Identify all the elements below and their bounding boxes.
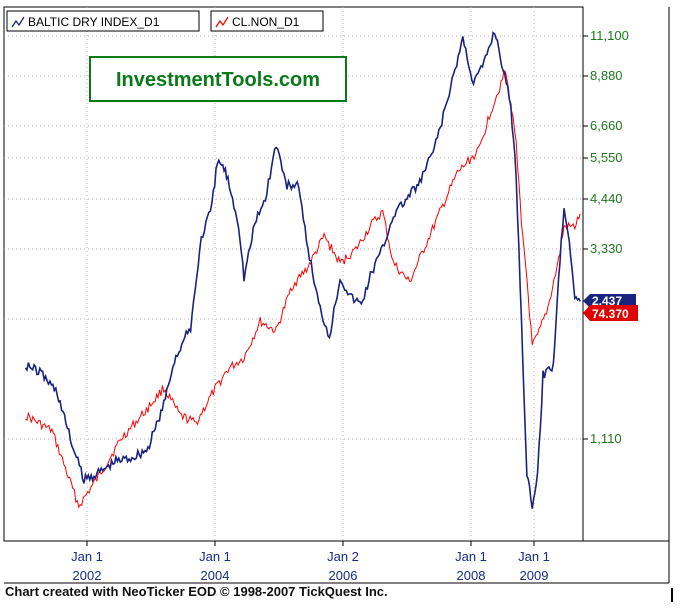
legend-label-oil: CL.NON_D1 — [232, 15, 300, 29]
y-tick-4440: 4,440 — [590, 191, 623, 206]
y-tick-1110: 1,110 — [590, 431, 622, 446]
x-tick-2004-line2: 2004 — [201, 568, 230, 583]
legend: BALTIC DRY INDEX_D1 CL.NON_D1 — [6, 10, 324, 32]
legend-swatch-oil — [215, 16, 229, 28]
x-tick-2006-line2: 2006 — [329, 568, 358, 583]
x-tick-2009-line1: Jan 1 — [518, 549, 550, 564]
watermark-text: InvestmentTools.com — [116, 69, 320, 91]
watermark-box — [89, 56, 347, 102]
legend-label-bdi: BALTIC DRY INDEX_D1 — [28, 15, 160, 29]
y-tick-8880: 8,880 — [590, 68, 623, 83]
x-tick-2008-line2: 2008 — [457, 568, 486, 583]
x-tick-2006-line1: Jan 2 — [327, 549, 359, 564]
watermark: InvestmentTools.com — [89, 56, 347, 102]
last-value-flag-oil — [583, 305, 638, 321]
x-tick-2009-line2: 2009 — [520, 568, 549, 583]
series-line-baltic-dry-index — [24, 31, 581, 509]
x-tick-2008-line1: Jan 1 — [455, 549, 487, 564]
x-tick-2004-line1: Jan 1 — [199, 549, 231, 564]
legend-swatch-bdi — [11, 16, 25, 28]
last-value-oil: 74.370 — [592, 307, 629, 321]
x-axis-ticks: Jan 1 2002 Jan 1 2004 Jan 2 2006 Jan 1 2… — [71, 549, 550, 583]
x-tick-2002-line2: 2002 — [73, 568, 102, 583]
footer-credit: Chart created with NeoTicker EOD © 1998-… — [5, 584, 388, 599]
y-tick-3330: 3,330 — [590, 241, 623, 256]
text-cursor — [671, 588, 673, 602]
y-axis-ticks: 11,100 8,880 6,660 5,550 4,440 3,330 1,1… — [590, 28, 629, 446]
y-tick-5550: 5,550 — [590, 150, 623, 165]
series-line-cl-non — [25, 69, 581, 509]
last-value-flag-bdi — [583, 294, 636, 308]
legend-box-oil — [210, 10, 324, 32]
y-tick-11100: 11,100 — [590, 28, 629, 43]
x-tick-marks — [86, 541, 535, 546]
series-layer — [24, 31, 581, 509]
last-value-labels: 2,437 74.370 — [583, 294, 638, 321]
y-tick-6660: 6,660 — [590, 118, 623, 133]
last-value-bdi: 2,437 — [592, 294, 622, 308]
legend-box-bdi — [6, 10, 200, 32]
y-tick-marks — [583, 35, 588, 440]
x-tick-2002-line1: Jan 1 — [71, 549, 103, 564]
